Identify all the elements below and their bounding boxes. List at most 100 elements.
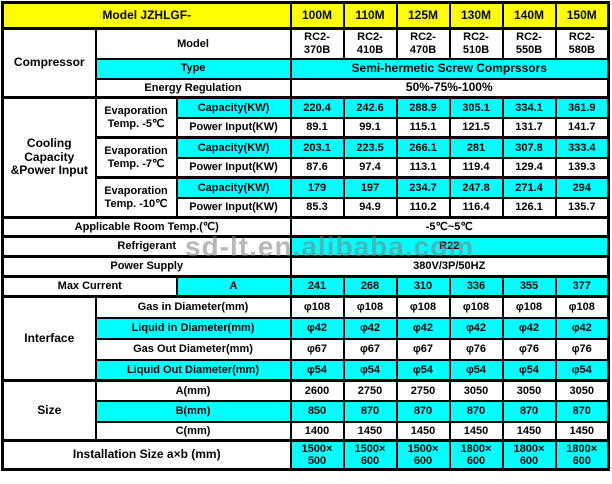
capacity-value: 203.1: [289, 136, 345, 159]
energy-regulation-value: 50%-75%-100%: [289, 77, 610, 99]
installation-label: Installation Size a×b (mm): [1, 439, 292, 471]
capacity-value: 220.4: [289, 96, 345, 119]
capacity-value: 288.9: [395, 96, 451, 119]
compressor-model-value: RC2- 470B: [395, 27, 451, 60]
gas-in-row: Interface Gas in Diameter(mm) φ108 φ108 …: [1, 295, 610, 382]
gas-out-value: φ67: [395, 337, 451, 361]
capacity-row-minus10: Evaporation Temp. -10℃ Capacity(KW) 179 …: [3, 176, 610, 219]
column-header-125m: 125M: [395, 1, 451, 30]
capacity-row-minus5: Cooling Capacity &Power Input Evaporatio…: [1, 96, 610, 219]
evap-temp-label-minus10: Evaporation Temp. -10℃: [94, 176, 178, 219]
max-current-label: Max Current: [1, 275, 178, 298]
liquid-in-value: φ42: [554, 316, 610, 340]
power-input-value: 135.7: [554, 196, 610, 219]
size-c-value: 1450: [554, 420, 610, 442]
capacity-label: Capacity(KW): [175, 96, 292, 119]
size-a-value: 3050: [501, 379, 557, 402]
size-b-value: 870: [501, 399, 557, 423]
liquid-out-value: φ54: [448, 358, 504, 382]
power-input-value: 121.5: [448, 116, 504, 139]
power-input-value: 129.4: [501, 156, 557, 179]
gas-in-label: Gas in Diameter(mm): [94, 295, 292, 319]
column-header-130m: 130M: [448, 1, 504, 30]
liquid-in-label: Liquid in Diameter(mm): [94, 316, 292, 340]
cooling-section-label: Cooling Capacity &Power Input: [1, 96, 97, 219]
compressor-model-value: RC2- 370B: [289, 27, 345, 60]
refrigerant-row: Refrigerant R22: [1, 235, 610, 258]
capacity-value: 234.7: [395, 176, 451, 199]
compressor-type-row: Type Semi-hermetic Screw Comprssors: [3, 57, 610, 80]
size-a-value: 2600: [289, 379, 345, 402]
compressor-model-value: RC2- 550B: [501, 27, 557, 60]
gas-out-value: φ76: [448, 337, 504, 361]
capacity-label: Capacity(KW): [175, 136, 292, 159]
gas-out-row: Gas Out Diameter(mm) φ67 φ67 φ67 φ76 φ76…: [3, 337, 610, 361]
capacity-label: Capacity(KW): [175, 176, 292, 199]
size-a-value: 2750: [342, 379, 398, 402]
compressor-model-label: Model: [94, 27, 292, 60]
gas-out-value: φ76: [501, 337, 557, 361]
capacity-row-minus7: Evaporation Temp. -7℃ Capacity(KW) 203.1…: [3, 136, 610, 179]
refrigerant-value: R22: [289, 235, 610, 258]
energy-regulation-label: Energy Regulation: [94, 77, 292, 99]
power-supply-row: Power Supply 380V/3P/50HZ: [1, 255, 610, 278]
gas-out-value: φ76: [554, 337, 610, 361]
power-input-value: 99.1: [342, 116, 398, 139]
size-c-row: C(mm) 1400 1450 1450 1450 1450 1450: [3, 420, 610, 442]
power-supply-label: Power Supply: [1, 255, 292, 278]
capacity-value: 223.5: [342, 136, 398, 159]
column-header-140m: 140M: [501, 1, 557, 30]
size-c-value: 1450: [448, 420, 504, 442]
gas-out-label: Gas Out Diameter(mm): [94, 337, 292, 361]
column-header-100m: 100M: [289, 1, 345, 30]
liquid-in-value: φ42: [342, 316, 398, 340]
capacity-value: 247.8: [448, 176, 504, 199]
size-b-row: B(mm) 850 870 870 870 870 870: [3, 399, 610, 423]
interface-section-label: Interface: [1, 295, 97, 382]
liquid-out-value: φ54: [289, 358, 345, 382]
size-b-value: 850: [289, 399, 345, 423]
column-header-110m: 110M: [342, 1, 398, 30]
power-input-value: 89.1: [289, 116, 345, 139]
capacity-value: 242.6: [342, 96, 398, 119]
max-current-row: Max Current A 241 268 310 336 355 377: [1, 275, 610, 298]
room-temp-label: Applicable Room Temp.(℃): [1, 216, 292, 238]
size-b-label: B(mm): [94, 399, 292, 423]
spec-table: Model JZHLGF- 100M 110M 125M 130M 140M 1…: [1, 1, 610, 471]
header-row: Model JZHLGF- 100M 110M 125M 130M 140M 1…: [1, 1, 610, 30]
power-supply-value: 380V/3P/50HZ: [289, 255, 610, 278]
capacity-value: 307.8: [501, 136, 557, 159]
power-input-label: Power Input(KW): [175, 156, 292, 179]
size-a-row: Size A(mm) 2600 2750 2750 3050 3050 3050: [1, 379, 610, 442]
size-section-label: Size: [1, 379, 97, 442]
capacity-value: 305.1: [448, 96, 504, 119]
liquid-out-value: φ54: [395, 358, 451, 382]
room-temp-row: Applicable Room Temp.(℃) -5℃~5℃: [1, 216, 610, 238]
power-input-row-minus7: Power Input(KW) 87.6 97.4 113.1 119.4 12…: [3, 156, 610, 179]
max-current-value: 355: [501, 275, 557, 298]
power-input-value: 113.1: [395, 156, 451, 179]
gas-out-value: φ67: [289, 337, 345, 361]
capacity-value: 334.1: [501, 96, 557, 119]
power-input-value: 119.4: [448, 156, 504, 179]
refrigerant-label: Refrigerant: [1, 235, 292, 258]
capacity-value: 266.1: [395, 136, 451, 159]
energy-regulation-row: Energy Regulation 50%-75%-100%: [3, 77, 610, 99]
liquid-in-row: Liquid in Diameter(mm) φ42 φ42 φ42 φ42 φ…: [3, 316, 610, 340]
capacity-value: 361.9: [554, 96, 610, 119]
liquid-out-value: φ54: [554, 358, 610, 382]
size-a-value: 3050: [448, 379, 504, 402]
size-a-value: 3050: [554, 379, 610, 402]
size-c-value: 1400: [289, 420, 345, 442]
liquid-out-value: φ54: [342, 358, 398, 382]
power-input-value: 126.1: [501, 196, 557, 219]
compressor-model-row: Compressor Model RC2- 370B RC2- 410B RC2…: [1, 27, 610, 99]
liquid-in-value: φ42: [448, 316, 504, 340]
gas-in-value: φ108: [395, 295, 451, 319]
power-input-value: 94.9: [342, 196, 398, 219]
max-current-unit: A: [175, 275, 292, 298]
size-c-value: 1450: [342, 420, 398, 442]
max-current-value: 336: [448, 275, 504, 298]
power-input-value: 131.7: [501, 116, 557, 139]
